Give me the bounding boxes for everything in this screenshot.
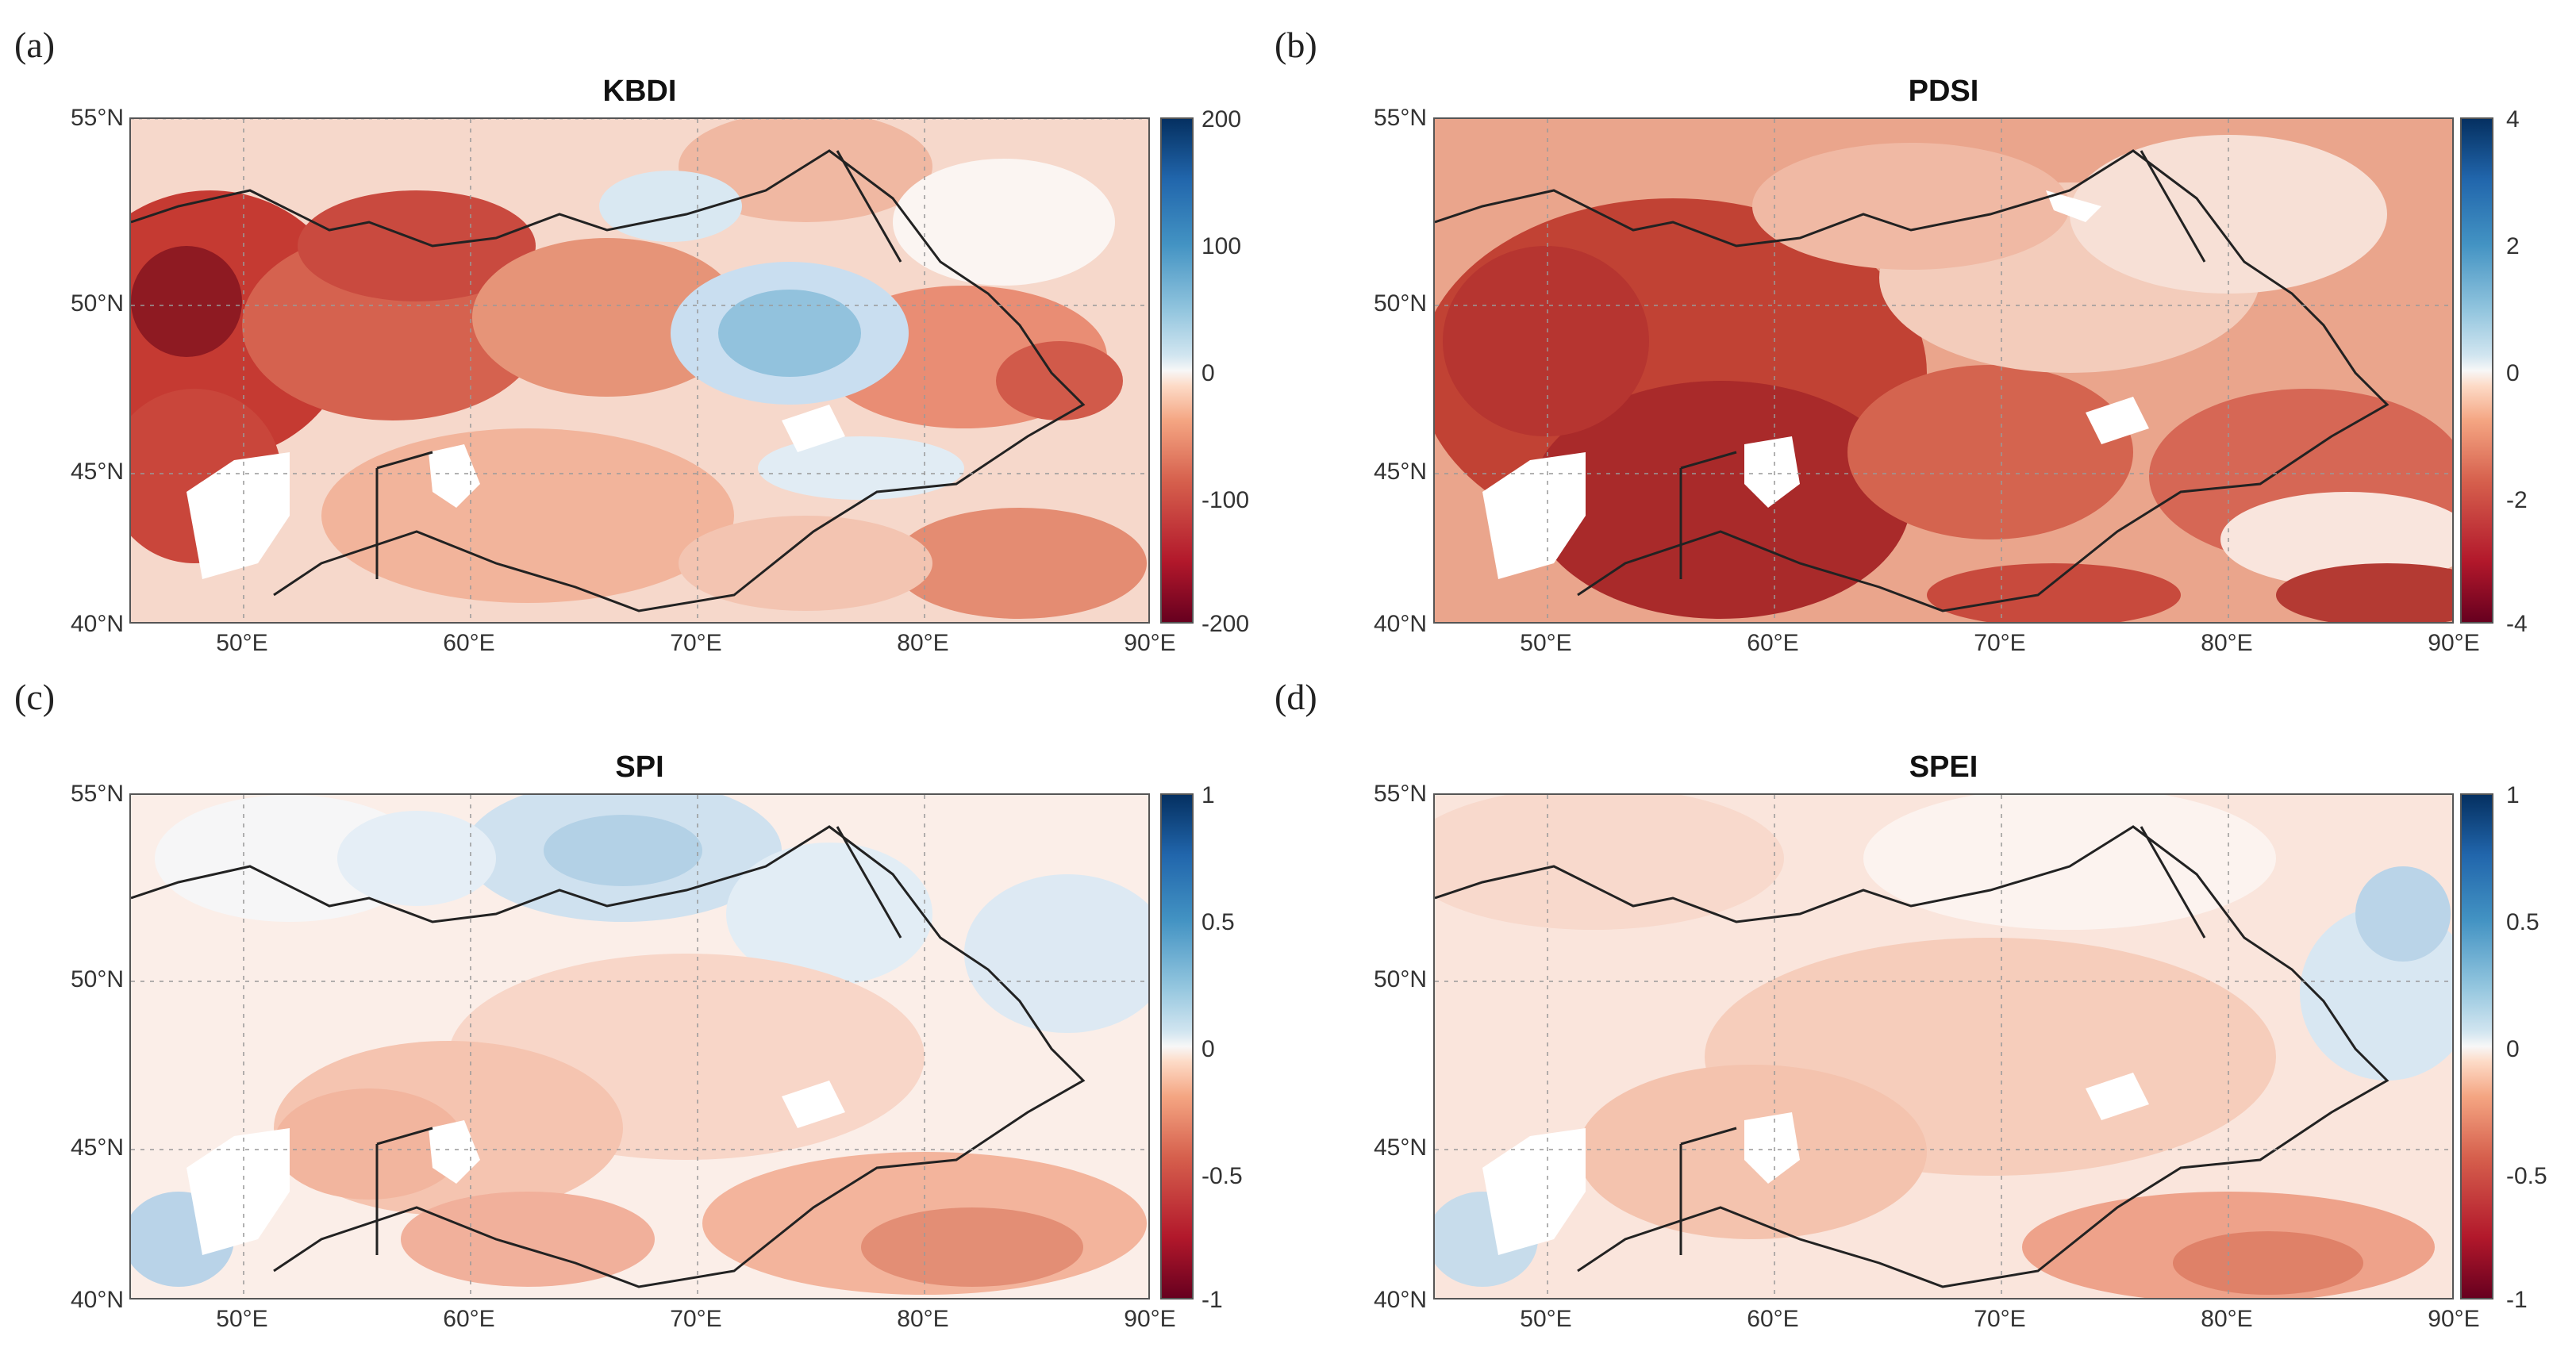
lat-tick: 40°N <box>1373 611 1427 637</box>
spi-colorbar <box>1160 793 1194 1299</box>
lat-tick: 45°N <box>1373 1134 1427 1161</box>
panel-title: PDSI <box>1908 75 1979 108</box>
spei-map <box>1433 793 2454 1299</box>
lon-tick: 70°E <box>1974 1306 2026 1332</box>
kbdi-field <box>131 119 1148 622</box>
lat-tick: 45°N <box>70 459 124 485</box>
lon-tick: 90°E <box>2428 630 2480 656</box>
lon-tick: 90°E <box>1124 630 1176 656</box>
lat-tick: 40°N <box>70 611 124 637</box>
lat-tick: 40°N <box>1373 1287 1427 1313</box>
lon-tick: 60°E <box>1747 630 1799 656</box>
spei-field <box>1435 795 2452 1298</box>
lat-tick: 40°N <box>70 1287 124 1313</box>
colorbar-tick: 1 <box>2506 782 2520 808</box>
lon-tick: 90°E <box>2428 1306 2480 1332</box>
colorbar-tick: 2 <box>2506 233 2520 259</box>
lon-tick: 50°E <box>1520 1306 1572 1332</box>
colorbar-tick: 200 <box>1201 106 1242 132</box>
kbdi-colorbar <box>1160 117 1194 624</box>
lon-tick: 70°E <box>670 1306 722 1332</box>
lon-tick: 60°E <box>1747 1306 1799 1332</box>
pdsi-field <box>1435 119 2452 622</box>
lon-tick: 90°E <box>1124 1306 1176 1332</box>
colorbar-tick: -0.5 <box>1201 1163 1243 1189</box>
colorbar-tick: -0.5 <box>2506 1163 2547 1189</box>
lon-tick: 80°E <box>897 630 949 656</box>
lon-tick: 60°E <box>443 630 495 656</box>
panel-label: (a) <box>14 25 56 65</box>
lon-tick: 50°E <box>216 1306 268 1332</box>
colorbar-tick: 0 <box>1201 360 1215 386</box>
pdsi-map <box>1433 117 2454 624</box>
lon-tick: 80°E <box>897 1306 949 1332</box>
colorbar-tick: 0 <box>1201 1036 1215 1062</box>
colorbar-tick: 100 <box>1201 233 1242 259</box>
lon-tick: 70°E <box>670 630 722 656</box>
panel-label: (b) <box>1275 25 1317 65</box>
lat-tick: 55°N <box>1373 105 1427 131</box>
lon-tick: 80°E <box>2201 630 2253 656</box>
colorbar-tick: -1 <box>2506 1287 2528 1313</box>
panel-title: SPEI <box>1909 751 1978 784</box>
panel-title: SPI <box>615 751 664 784</box>
lat-tick: 50°N <box>70 290 124 317</box>
panel-label: (c) <box>14 677 56 717</box>
lat-tick: 50°N <box>1373 290 1427 317</box>
lat-tick: 45°N <box>70 1134 124 1161</box>
colorbar-tick: -200 <box>1201 611 1250 637</box>
lat-tick: 50°N <box>1373 966 1427 992</box>
lon-tick: 50°E <box>216 630 268 656</box>
colorbar-tick: 0 <box>2506 360 2520 386</box>
lon-tick: 70°E <box>1974 630 2026 656</box>
colorbar-tick: -1 <box>1201 1287 1223 1313</box>
panel-label: (d) <box>1275 677 1317 717</box>
lon-tick: 50°E <box>1520 630 1572 656</box>
colorbar-tick: 1 <box>1201 782 1215 808</box>
lat-tick: 55°N <box>70 105 124 131</box>
colorbar-tick: -2 <box>2506 487 2528 513</box>
colorbar-tick: 4 <box>2506 106 2520 132</box>
spei-colorbar <box>2460 793 2493 1299</box>
lat-tick: 55°N <box>1373 781 1427 807</box>
spi-map <box>129 793 1150 1299</box>
lon-tick: 80°E <box>2201 1306 2253 1332</box>
lat-tick: 55°N <box>70 781 124 807</box>
kbdi-map <box>129 117 1150 624</box>
colorbar-tick: -100 <box>1201 487 1250 513</box>
pdsi-colorbar <box>2460 117 2493 624</box>
colorbar-tick: 0 <box>2506 1036 2520 1062</box>
lat-tick: 45°N <box>1373 459 1427 485</box>
panel-title: KBDI <box>602 75 677 108</box>
lat-tick: 50°N <box>70 966 124 992</box>
colorbar-tick: 0.5 <box>1201 909 1235 935</box>
spi-field <box>131 795 1148 1298</box>
colorbar-tick: 0.5 <box>2506 909 2539 935</box>
colorbar-tick: -4 <box>2506 611 2528 637</box>
lon-tick: 60°E <box>443 1306 495 1332</box>
